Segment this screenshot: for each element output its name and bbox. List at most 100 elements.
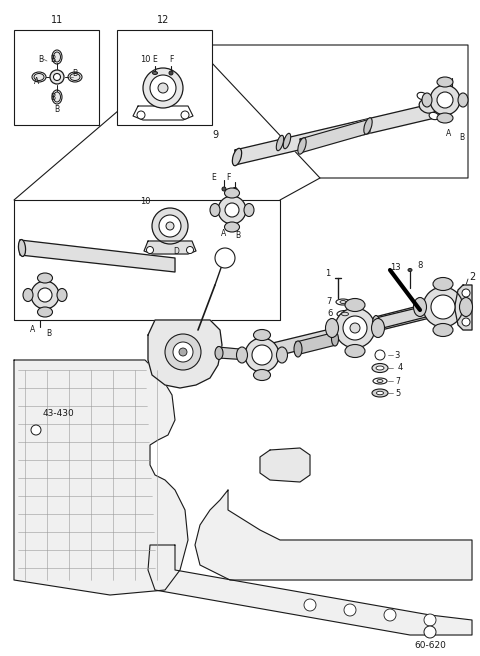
Text: 43-430: 43-430 (42, 409, 74, 417)
Ellipse shape (222, 187, 226, 191)
Text: B: B (47, 329, 51, 337)
Ellipse shape (169, 71, 173, 75)
Ellipse shape (232, 148, 241, 166)
Text: A: A (35, 77, 40, 85)
Ellipse shape (244, 203, 254, 216)
Ellipse shape (376, 366, 384, 370)
Text: B: B (50, 92, 56, 102)
Circle shape (143, 68, 183, 108)
Circle shape (181, 111, 189, 119)
Bar (14, 30, 99, 125)
Circle shape (462, 318, 470, 326)
Ellipse shape (57, 289, 67, 302)
Circle shape (179, 348, 187, 356)
Circle shape (38, 288, 52, 302)
Ellipse shape (237, 347, 248, 363)
Circle shape (424, 614, 436, 626)
Ellipse shape (210, 203, 220, 216)
Circle shape (137, 111, 145, 119)
Ellipse shape (225, 222, 240, 232)
Circle shape (159, 215, 181, 237)
Ellipse shape (18, 239, 25, 256)
Circle shape (150, 75, 176, 101)
Text: A: A (221, 230, 227, 239)
Text: 6: 6 (327, 310, 333, 319)
Ellipse shape (332, 332, 338, 346)
Circle shape (187, 247, 193, 253)
Text: F: F (169, 56, 173, 64)
Circle shape (462, 289, 470, 297)
Text: B: B (50, 54, 56, 64)
Ellipse shape (450, 89, 454, 93)
Circle shape (335, 308, 375, 348)
Polygon shape (375, 303, 430, 330)
Circle shape (252, 345, 272, 365)
Text: A: A (446, 129, 452, 138)
Text: 5: 5 (396, 388, 401, 398)
Text: B: B (235, 232, 240, 241)
Polygon shape (144, 241, 196, 254)
Text: 13: 13 (390, 264, 400, 272)
Ellipse shape (283, 133, 291, 149)
Polygon shape (14, 200, 280, 320)
Polygon shape (195, 490, 472, 580)
Ellipse shape (417, 92, 427, 100)
Text: 60-620: 60-620 (414, 640, 446, 649)
Text: 10: 10 (140, 56, 150, 64)
Polygon shape (300, 119, 370, 153)
Ellipse shape (376, 391, 384, 395)
Polygon shape (195, 45, 468, 178)
Text: 7: 7 (326, 298, 332, 306)
Bar (117, 30, 212, 125)
Ellipse shape (345, 344, 365, 358)
Circle shape (343, 316, 367, 340)
Circle shape (245, 338, 279, 372)
Ellipse shape (459, 298, 472, 316)
Text: 8: 8 (417, 260, 423, 270)
Ellipse shape (23, 289, 33, 302)
Text: 9: 9 (212, 130, 218, 140)
Circle shape (165, 334, 201, 370)
Ellipse shape (372, 319, 384, 337)
Text: 4: 4 (397, 363, 403, 373)
Ellipse shape (340, 300, 346, 304)
Text: B: B (54, 104, 60, 113)
Ellipse shape (372, 363, 388, 373)
Ellipse shape (325, 319, 338, 337)
Ellipse shape (70, 73, 80, 81)
Text: F: F (226, 173, 230, 182)
Ellipse shape (34, 73, 44, 81)
Circle shape (31, 425, 41, 435)
Circle shape (304, 599, 316, 611)
Ellipse shape (68, 72, 82, 82)
Ellipse shape (345, 298, 365, 312)
Ellipse shape (32, 72, 46, 82)
Ellipse shape (437, 77, 453, 87)
Polygon shape (296, 332, 336, 355)
Ellipse shape (52, 50, 62, 64)
Text: A: A (30, 325, 36, 335)
Text: B: B (459, 134, 465, 142)
Text: E: E (212, 173, 216, 182)
Ellipse shape (433, 277, 453, 291)
Text: 7: 7 (396, 377, 400, 386)
Text: D: D (173, 247, 179, 255)
Circle shape (152, 208, 188, 244)
Ellipse shape (437, 113, 453, 123)
Ellipse shape (337, 310, 353, 318)
Ellipse shape (364, 118, 372, 134)
Ellipse shape (377, 380, 383, 382)
Ellipse shape (233, 188, 237, 190)
Text: B: B (38, 54, 44, 64)
Text: B: B (72, 68, 78, 77)
Ellipse shape (253, 329, 271, 340)
Ellipse shape (253, 369, 271, 380)
Circle shape (437, 92, 453, 108)
Text: 2: 2 (469, 272, 475, 282)
Text: 10: 10 (140, 197, 150, 205)
Text: 12: 12 (157, 15, 169, 25)
Polygon shape (252, 300, 450, 362)
Polygon shape (20, 240, 175, 272)
Ellipse shape (276, 347, 288, 363)
Ellipse shape (433, 323, 453, 337)
